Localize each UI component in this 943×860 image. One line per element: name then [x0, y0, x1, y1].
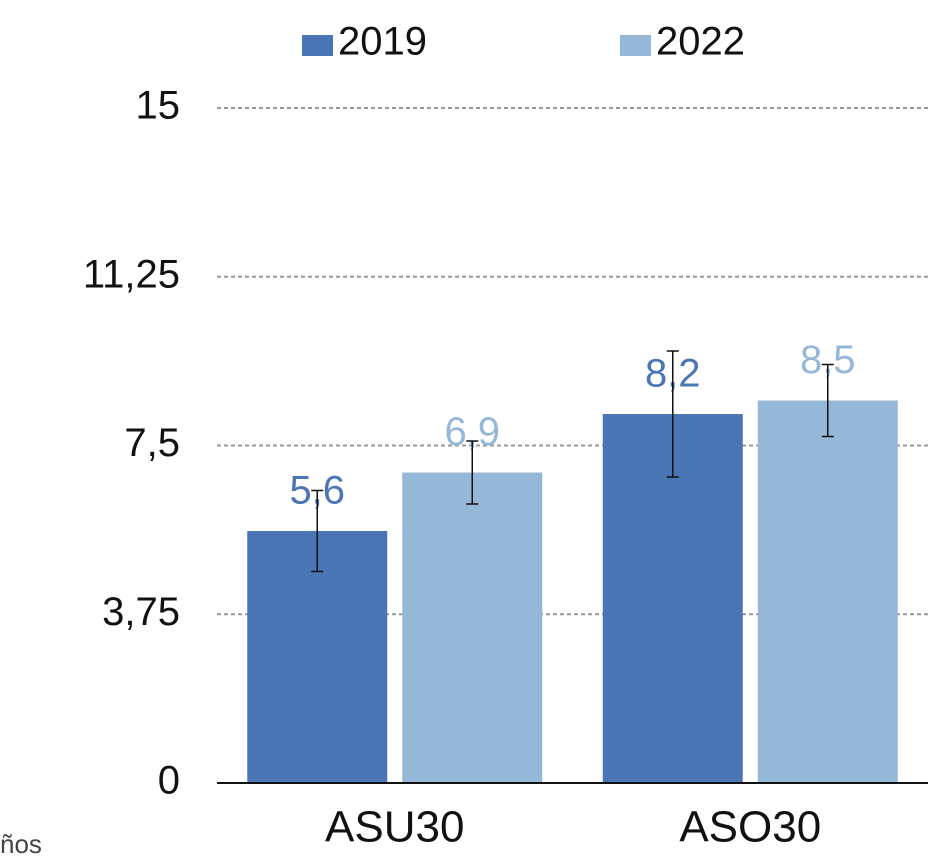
legend-swatch [620, 35, 651, 56]
y-tick-label: 15 [136, 84, 181, 128]
bar [247, 531, 388, 783]
x-tick-label: ASO30 [679, 803, 821, 852]
legend-label: 2019 [338, 20, 427, 64]
y-tick-label: 7,5 [124, 421, 180, 465]
x-tick-label: ASU30 [325, 803, 464, 852]
legend-swatch [302, 35, 333, 56]
error-bar [666, 350, 679, 478]
y-tick-label: 3,75 [102, 590, 180, 634]
legend-label: 2022 [656, 20, 745, 64]
error-bar [311, 489, 324, 573]
bar [757, 400, 898, 783]
error-bar [821, 363, 834, 438]
bar [402, 472, 543, 783]
y-tick-label: 0 [158, 759, 180, 803]
error-bar [466, 440, 479, 505]
y-tick-label: 11,25 [83, 252, 180, 296]
footnote: ños [0, 829, 42, 855]
